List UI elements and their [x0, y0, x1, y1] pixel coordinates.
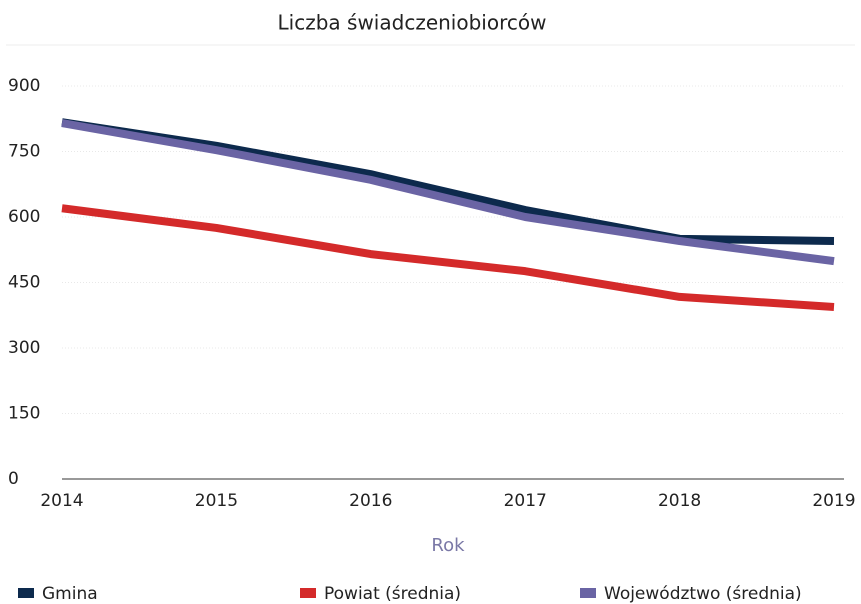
x-tick-label: 2017 [504, 491, 547, 511]
y-tick-label: 600 [8, 207, 40, 227]
x-tick-label: 2015 [195, 491, 238, 511]
legend-label: Województwo (średnia) [604, 584, 802, 604]
y-tick-label: 900 [8, 76, 40, 96]
chart-title: Liczba świadczeniobiorców [278, 11, 547, 35]
x-tick-label: 2019 [812, 491, 855, 511]
legend-swatch [300, 588, 316, 598]
line-series [61, 119, 835, 266]
x-axis-label: Rok [431, 535, 465, 556]
y-tick-label: 450 [8, 273, 40, 293]
line-series [61, 204, 835, 311]
legend-label: Powiat (średnia) [324, 584, 461, 604]
x-tick-label: 2018 [658, 491, 701, 511]
legend-swatch [18, 588, 34, 598]
x-tick-label: 2016 [349, 491, 392, 511]
y-tick-label: 150 [8, 404, 40, 424]
y-tick-label: 750 [8, 142, 40, 162]
y-tick-label: 0 [8, 469, 19, 489]
y-tick-label: 300 [8, 338, 40, 358]
legend-swatch [580, 588, 596, 598]
legend-label: Gmina [42, 584, 98, 604]
x-tick-label: 2014 [40, 491, 83, 511]
